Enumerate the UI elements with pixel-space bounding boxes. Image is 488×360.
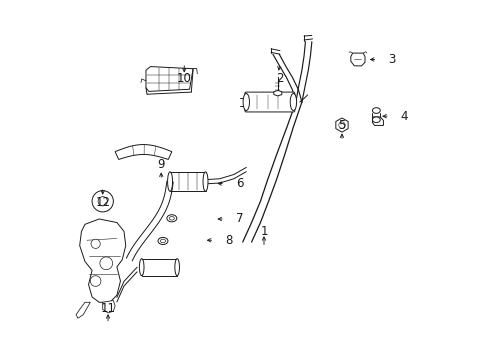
Polygon shape (80, 219, 125, 302)
Ellipse shape (203, 172, 207, 192)
Text: 7: 7 (235, 212, 243, 225)
Ellipse shape (175, 259, 179, 276)
Ellipse shape (139, 259, 144, 276)
Ellipse shape (166, 215, 177, 222)
Text: 11: 11 (101, 302, 115, 315)
Polygon shape (76, 302, 90, 318)
Polygon shape (102, 301, 115, 313)
Ellipse shape (160, 239, 165, 243)
Polygon shape (273, 90, 281, 96)
FancyBboxPatch shape (170, 172, 205, 192)
Ellipse shape (243, 94, 249, 111)
Polygon shape (115, 145, 171, 159)
Text: 12: 12 (95, 196, 110, 209)
Text: 8: 8 (224, 234, 232, 247)
Text: 2: 2 (276, 72, 283, 85)
Ellipse shape (372, 108, 380, 113)
Circle shape (98, 197, 107, 206)
Polygon shape (350, 53, 364, 66)
Polygon shape (335, 118, 347, 132)
Ellipse shape (167, 172, 172, 192)
Circle shape (92, 191, 113, 212)
Circle shape (90, 276, 101, 286)
Circle shape (100, 257, 112, 270)
Polygon shape (372, 117, 383, 125)
Ellipse shape (372, 117, 380, 123)
Text: 10: 10 (177, 72, 191, 85)
Text: 9: 9 (157, 158, 164, 171)
Ellipse shape (290, 94, 296, 111)
Circle shape (91, 239, 100, 248)
Text: 1: 1 (260, 225, 267, 238)
Text: 6: 6 (235, 177, 243, 190)
Text: 5: 5 (338, 119, 345, 132)
FancyBboxPatch shape (244, 92, 294, 112)
FancyBboxPatch shape (142, 259, 177, 276)
Polygon shape (145, 67, 193, 91)
Ellipse shape (169, 216, 174, 220)
Text: 4: 4 (400, 110, 407, 123)
Text: 3: 3 (387, 53, 395, 66)
Circle shape (338, 122, 345, 128)
Ellipse shape (158, 238, 167, 244)
